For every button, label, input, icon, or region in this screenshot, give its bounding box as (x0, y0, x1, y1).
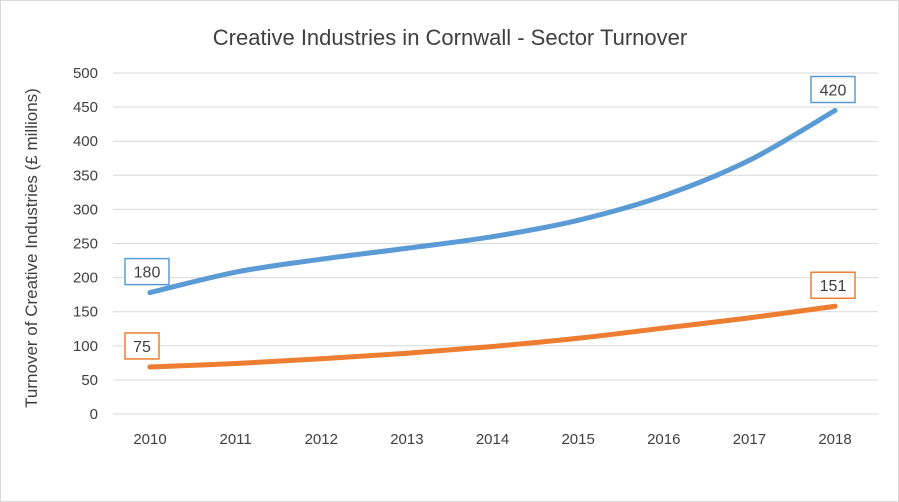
data-point (318, 356, 324, 362)
x-axis-ticks: 2010 2011 2012 2013 2014 2015 2016 2017 2018 (133, 431, 851, 448)
data-label-text: 420 (820, 83, 847, 100)
data-point (746, 157, 752, 163)
y-tick-label: 50 (81, 372, 98, 389)
series-line-1 (147, 303, 838, 370)
gridlines (113, 72, 878, 415)
x-tick-label: 2010 (133, 431, 166, 448)
data-label: 151 (810, 271, 856, 299)
data-label-text: 75 (133, 339, 151, 356)
x-tick-label: 2017 (733, 431, 766, 448)
y-tick-label: 450 (73, 99, 98, 116)
data-label: 75 (124, 332, 160, 360)
x-tick-label: 2013 (390, 431, 423, 448)
x-tick-label: 2016 (647, 431, 680, 448)
data-point (575, 217, 581, 223)
data-point (233, 269, 239, 275)
data-label: 420 (810, 75, 856, 104)
y-tick-label: 300 (73, 201, 98, 218)
x-tick-label: 2011 (219, 431, 251, 448)
data-point (575, 335, 581, 341)
data-point (147, 364, 153, 370)
x-tick-label: 2018 (818, 431, 851, 448)
y-tick-label: 100 (73, 338, 98, 355)
y-tick-label: 0 (90, 406, 98, 423)
data-point (661, 325, 667, 331)
x-tick-label: 2014 (476, 431, 509, 448)
data-point (832, 108, 838, 114)
data-point (404, 245, 410, 251)
y-tick-label: 350 (73, 167, 98, 184)
data-label-box (124, 257, 170, 286)
y-axis-label: Turnover of Creative Industries (£ milli… (22, 88, 41, 408)
y-tick-label: 500 (73, 65, 98, 82)
x-tick-label: 2012 (305, 431, 338, 448)
data-point (832, 303, 838, 309)
x-tick-label: 2015 (561, 431, 594, 448)
data-label-box (810, 271, 856, 299)
series-line-0 (147, 108, 838, 296)
chart-title: Creative Industries in Cornwall - Sector… (213, 25, 687, 50)
data-label-box (810, 75, 856, 104)
data-point (490, 234, 495, 240)
data-label-text: 151 (820, 278, 847, 295)
y-tick-label: 250 (73, 236, 98, 253)
data-point (490, 343, 495, 349)
data-point (233, 361, 239, 367)
y-tick-label: 150 (73, 304, 98, 321)
data-label: 180 (124, 257, 170, 286)
y-tick-label: 200 (73, 270, 98, 287)
data-point (147, 290, 153, 296)
data-label-text: 180 (134, 265, 161, 282)
series-lines (147, 108, 838, 370)
data-point (661, 193, 667, 199)
y-axis-ticks: 0 50 100 150 200 250 300 350 400 450 500 (73, 65, 98, 423)
data-point (318, 256, 324, 262)
data-point (746, 315, 752, 321)
data-label-box (124, 332, 160, 360)
y-tick-label: 400 (73, 133, 98, 150)
data-labels: 180 420 75 151 (124, 75, 856, 360)
data-point (404, 350, 410, 356)
